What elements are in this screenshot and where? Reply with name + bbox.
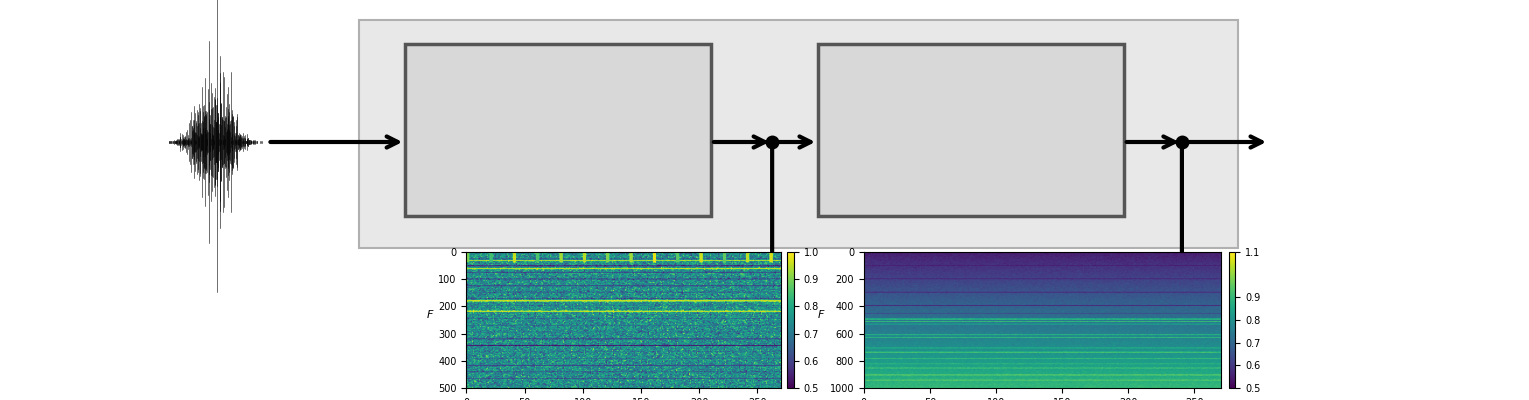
Bar: [818, 44, 1124, 216]
Y-axis label: F: F: [818, 310, 824, 320]
Y-axis label: F: F: [427, 310, 433, 320]
Bar: [405, 44, 711, 216]
Bar: [359, 20, 1238, 248]
